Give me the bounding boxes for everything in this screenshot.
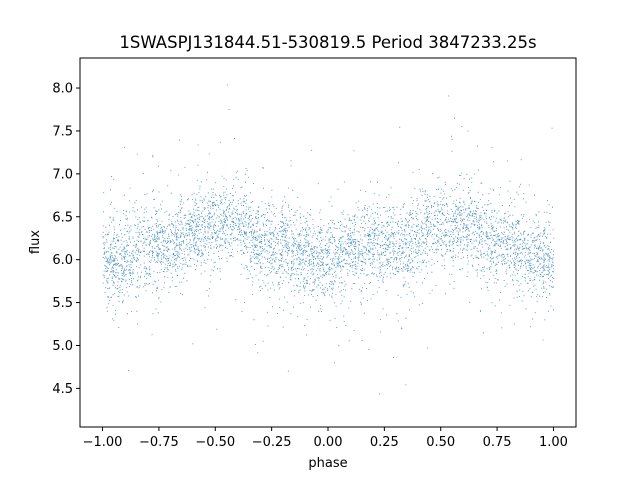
x-tick-label: 0.75 (483, 435, 512, 450)
plot-frame (79, 57, 577, 428)
chart-title: 1SWASPJ131844.51-530819.5 Period 3847233… (119, 33, 536, 52)
x-tick-label: 1.00 (539, 435, 568, 450)
y-tick-label: 8.0 (52, 82, 73, 97)
y-axis: 4.5 5.0 5.5 6.0 6.5 7.0 7.5 8.0 (52, 82, 80, 397)
y-tick-label: 5.5 (52, 296, 73, 311)
x-tick-label: 0.25 (370, 435, 399, 450)
y-axis-label: flux (28, 230, 43, 254)
y-tick-label: 7.0 (52, 167, 73, 182)
x-axis-label: phase (308, 456, 347, 471)
y-tick-label: 7.5 (52, 124, 73, 139)
x-tick-label: −1.00 (83, 435, 123, 450)
y-tick-label: 5.0 (52, 339, 73, 354)
y-tick-label: 6.5 (52, 210, 73, 225)
x-tick-label: −0.50 (195, 435, 235, 450)
x-tick-label: 0.50 (426, 435, 455, 450)
x-tick-label: −0.75 (139, 435, 179, 450)
x-axis: −1.00 −0.75 −0.50 −0.25 0.00 0.25 0.50 0.75 1.00 (83, 427, 568, 450)
x-tick-label: 0.00 (314, 435, 343, 450)
y-tick-label: 4.5 (52, 382, 73, 397)
y-tick-label: 6.0 (52, 253, 73, 268)
data-points (102, 84, 555, 395)
x-tick-label: −0.25 (252, 435, 292, 450)
scatter-points (102, 84, 555, 395)
